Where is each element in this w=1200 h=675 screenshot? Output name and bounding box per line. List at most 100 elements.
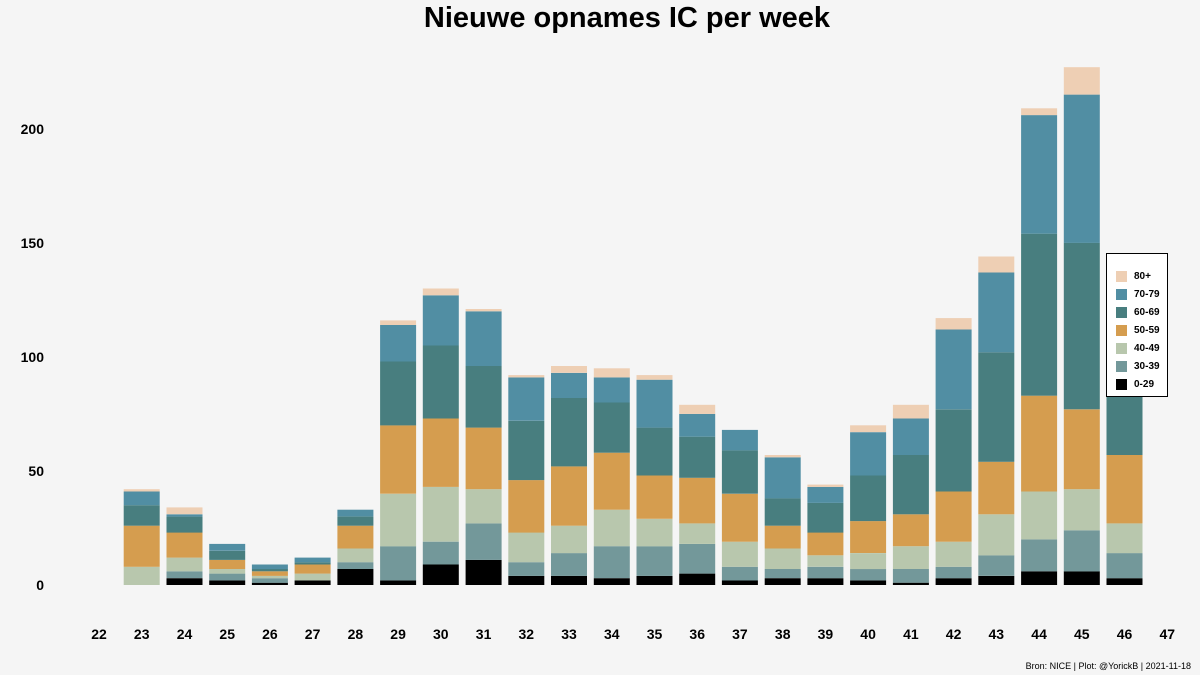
bar-week-28-70-79 [337,509,374,517]
bar-week-25-70-79 [209,543,246,551]
bar-week-23-50-59 [123,525,160,567]
legend-item: 70-79 [1116,285,1167,303]
legend-item: 0-29 [1116,375,1167,393]
bar-week-34-40-49 [593,509,630,547]
bar-week-36-30-39 [679,543,716,574]
bar-week-23-60-69 [123,505,160,526]
x-tick-label: 33 [561,626,577,642]
bar-week-39-60-69 [807,502,844,533]
bar-week-42-50-59 [935,491,972,542]
bar-week-36-60-69 [679,436,716,478]
bar-week-38-60-69 [764,498,801,526]
bar-week-36-50-59 [679,477,716,524]
bar-week-24-60-69 [166,516,203,533]
x-axis-ticks: 22 23 24 25 26 27 28 29 30 31 32 33 34 35 36 37 38 39 40 41… [91,626,1175,642]
bar-week-28-60-69 [337,516,374,526]
bar-week-35-50-59 [636,475,673,519]
bar-week-23-80plus [123,489,160,492]
x-tick-label: 44 [1031,626,1047,642]
y-tick-label: 50 [28,463,44,479]
x-tick-label: 46 [1117,626,1133,642]
bar-week-40-60-69 [850,475,887,522]
bar-week-43-50-59 [978,461,1015,515]
x-tick-label: 38 [775,626,791,642]
bar-week-27-40-49 [294,573,331,581]
bar-week-27-70-79 [294,557,331,563]
bar-week-37-30-39 [721,566,758,581]
bar-week-34-70-79 [593,377,630,403]
bar-week-41-60-69 [892,455,929,515]
chart-title: Nieuwe opnames IC per week [423,2,831,34]
bar-week-36-80plus [679,404,716,414]
legend-swatch [1116,324,1127,336]
bar-week-37-0-29 [721,580,758,585]
bar-week-30-70-79 [422,295,459,346]
legend-item: 80+ [1116,267,1167,285]
bar-week-23-70-79 [123,491,160,506]
bar-week-44-40-49 [1021,491,1058,540]
bar-week-30-80plus [422,288,459,296]
bar-week-37-70-79 [721,429,758,451]
bar-week-26-60-69 [251,569,288,572]
legend-label: 70-79 [1134,288,1160,300]
bar-week-24-40-49 [166,557,203,572]
bar-week-45-0-29 [1063,571,1100,585]
bar-week-35-40-49 [636,518,673,547]
bar-week-26-40-49 [251,575,288,579]
bar-week-40-70-79 [850,432,887,476]
x-tick-label: 24 [177,626,193,642]
bar-week-42-60-69 [935,409,972,492]
x-tick-label: 36 [689,626,705,642]
bar-week-31-30-39 [465,523,502,560]
bar-week-37-50-59 [721,493,758,542]
bar-week-32-50-59 [508,480,545,533]
bar-week-40-50-59 [850,521,887,553]
bar-week-41-30-39 [892,569,929,583]
y-tick-label: 0 [36,577,44,593]
bar-week-42-80plus [935,318,972,330]
bar-week-41-80plus [892,404,929,419]
bar-week-33-70-79 [551,372,587,398]
x-tick-label: 34 [604,626,620,642]
bar-week-37-60-69 [721,450,758,494]
bar-week-29-30-39 [380,546,417,581]
bar-week-31-50-59 [465,427,502,490]
legend-swatch [1116,360,1127,372]
bar-week-24-80plus [166,507,203,515]
bar-week-44-70-79 [1021,115,1058,234]
bar-week-26-50-59 [251,571,288,576]
bar-week-37-40-49 [721,541,758,567]
bar-week-35-30-39 [636,546,673,576]
bar-week-34-50-59 [593,452,630,510]
bar-week-46-40-49 [1106,523,1143,554]
source-caption: Bron: NICE | Plot: @YorickB | 2021-11-18 [1025,661,1191,671]
bar-week-24-70-79 [166,514,203,517]
y-tick-label: 150 [21,235,45,251]
legend-label: 50-59 [1134,324,1160,336]
x-tick-label: 23 [134,626,150,642]
bar-week-24-30-39 [166,571,203,579]
bar-week-42-70-79 [935,329,972,410]
bar-week-38-30-39 [764,569,801,579]
bar-week-45-70-79 [1063,94,1100,243]
legend-item: 30-39 [1116,357,1167,375]
bar-week-45-40-49 [1063,489,1100,531]
legend-item: 60-69 [1116,303,1167,321]
legend-swatch [1116,270,1127,282]
bar-week-33-30-39 [551,553,587,576]
x-tick-label: 42 [946,626,962,642]
x-tick-label: 43 [989,626,1005,642]
bar-week-44-60-69 [1021,233,1058,396]
x-tick-label: 28 [348,626,364,642]
x-tick-label: 45 [1074,626,1090,642]
bar-week-29-0-29 [380,580,417,585]
bar-week-38-0-29 [764,578,801,585]
bar-week-35-80plus [636,375,673,380]
bar-week-46-0-29 [1106,578,1143,585]
bar-week-27-50-59 [294,564,331,574]
bar-week-25-30-39 [209,573,246,581]
bar-week-41-70-79 [892,418,929,455]
bar-week-30-30-39 [422,541,459,565]
y-axis-ticks: 0 50 100 150 200 [21,121,45,593]
legend-swatch [1116,342,1127,354]
